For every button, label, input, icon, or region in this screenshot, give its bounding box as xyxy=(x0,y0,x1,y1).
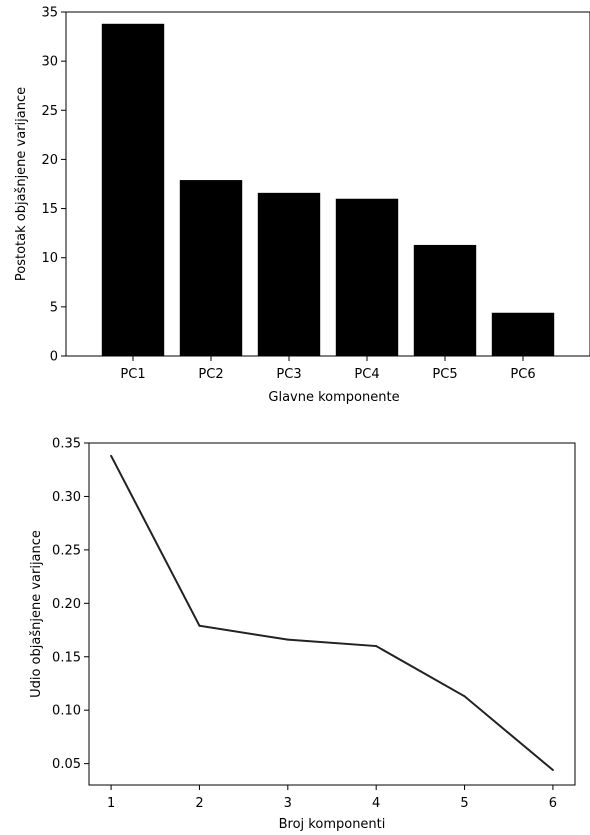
x-tick-label: 6 xyxy=(549,796,557,811)
x-tick-label: 1 xyxy=(107,796,115,811)
line-chart-x-label: Broj komponenti xyxy=(279,817,386,832)
bar-pc1 xyxy=(101,23,165,357)
y-tick-label: 0.10 xyxy=(52,704,81,719)
y-tick-label: 25 xyxy=(41,104,58,119)
line-chart-y-axis: 0.05 0.10 0.15 0.20 0.25 0.30 0.35 xyxy=(52,437,89,772)
y-tick-label: 0.30 xyxy=(52,490,81,505)
bar-chart: 0 5 10 15 20 25 30 35 PC1 PC2 PC3 PC4 PC5 PC6 Glavne… xyxy=(14,6,590,405)
x-tick-label-pc6: PC6 xyxy=(510,367,535,382)
x-tick-label-pc2: PC2 xyxy=(198,367,223,382)
y-tick-label: 35 xyxy=(41,6,58,21)
y-tick-label: 20 xyxy=(41,153,58,168)
line-chart-x-axis: 1 2 3 4 5 6 xyxy=(107,785,557,811)
bar-chart-plot-frame xyxy=(65,11,590,357)
x-tick-label-pc3: PC3 xyxy=(276,367,301,382)
line-point-3 xyxy=(286,638,289,641)
line-point-5 xyxy=(463,695,466,698)
y-tick-label: 0.20 xyxy=(52,597,81,612)
bar-chart-bars xyxy=(101,23,555,357)
y-tick-label: 0 xyxy=(50,350,58,365)
bar-pc6 xyxy=(491,312,555,356)
y-tick-label: 0.25 xyxy=(52,543,81,558)
line-chart-y-label: Udio objašnjene varijance xyxy=(29,530,44,698)
bar-pc5 xyxy=(413,244,477,356)
bar-chart-y-axis: 0 5 10 15 20 25 30 35 xyxy=(41,6,66,365)
x-tick-label-pc5: PC5 xyxy=(432,367,457,382)
bar-chart-x-axis: PC1 PC2 PC3 PC4 PC5 PC6 xyxy=(120,356,536,382)
y-tick-label: 5 xyxy=(50,300,58,315)
line-chart-plot-frame xyxy=(88,442,576,786)
y-tick-label: 0.15 xyxy=(52,650,81,665)
y-tick-label: 0.05 xyxy=(52,757,81,772)
bar-pc3 xyxy=(257,192,321,356)
bar-pc2 xyxy=(179,180,243,356)
line-chart: 0.05 0.10 0.15 0.20 0.25 0.30 0.35 1 2 3 4 5 6 Broj… xyxy=(29,437,576,832)
y-tick-label: 30 xyxy=(41,55,58,70)
x-tick-label-pc4: PC4 xyxy=(354,367,379,382)
y-tick-label: 15 xyxy=(41,202,58,217)
bar-chart-y-label: Postotak objašnjene varijance xyxy=(14,87,29,281)
bar-chart-x-label: Glavne komponente xyxy=(268,390,399,405)
x-tick-label-pc1: PC1 xyxy=(120,367,145,382)
x-tick-label: 5 xyxy=(460,796,468,811)
x-tick-label: 3 xyxy=(284,796,292,811)
y-tick-label: 10 xyxy=(41,251,58,266)
x-tick-label: 4 xyxy=(372,796,380,811)
line-point-4 xyxy=(375,645,378,648)
bar-pc4 xyxy=(335,198,399,356)
line-point-6 xyxy=(551,769,554,772)
line-point-2 xyxy=(198,624,201,627)
x-tick-label: 2 xyxy=(195,796,203,811)
variance-ratio-line xyxy=(110,455,554,771)
y-tick-label: 0.35 xyxy=(52,437,81,452)
line-point-1 xyxy=(110,454,113,457)
line-chart-series xyxy=(110,454,554,772)
